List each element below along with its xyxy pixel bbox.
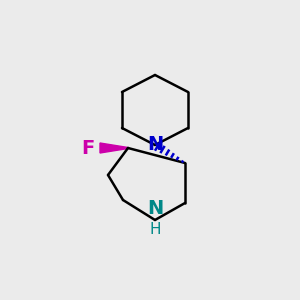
Text: F: F	[81, 139, 94, 158]
Polygon shape	[100, 143, 128, 153]
Text: N: N	[147, 136, 163, 154]
Text: N: N	[147, 199, 163, 218]
Text: H: H	[149, 222, 161, 237]
